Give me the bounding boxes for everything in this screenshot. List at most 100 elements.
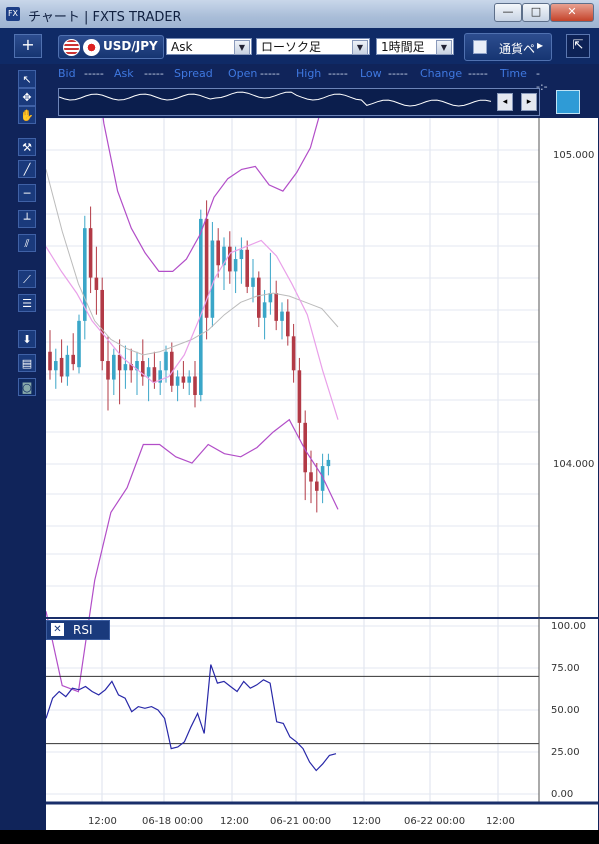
candle-body: [83, 228, 87, 321]
channel-icon[interactable]: ⫽: [18, 234, 36, 252]
candle-body: [228, 246, 232, 272]
rsi-panel-tab[interactable]: ✕ RSI: [46, 620, 110, 640]
checkbox[interactable]: [473, 40, 487, 54]
close-button[interactable]: ✕: [550, 3, 594, 22]
ask-value: -----: [144, 67, 164, 80]
bid-label: Bid: [58, 67, 76, 80]
chart-type-select[interactable]: ローソク足 ▼: [256, 38, 370, 55]
list-icon[interactable]: ▤: [18, 354, 36, 372]
high-label: High: [296, 67, 322, 80]
candle-body: [297, 370, 302, 423]
horizontal-line-icon[interactable]: ─: [18, 184, 36, 202]
pointer-icon[interactable]: ↖: [18, 70, 36, 88]
low-label: Low: [360, 67, 382, 80]
candle-body: [199, 218, 203, 396]
hammer-icon[interactable]: ⚒: [18, 138, 36, 156]
rsi-tick-label: 75.00: [551, 663, 580, 674]
timeframe-select[interactable]: 1時間足 ▼: [376, 38, 454, 55]
window-title: チャート | FXTS TRADER: [28, 10, 182, 25]
time-tick-label: 12:00: [352, 816, 381, 827]
candle-body: [216, 240, 220, 266]
overview-navigator[interactable]: ◂ ▸: [58, 88, 540, 116]
candle-body: [280, 311, 284, 321]
candle-body: [48, 351, 52, 371]
zoom-fit-icon[interactable]: [556, 90, 580, 114]
fibonacci-icon[interactable]: ☰: [18, 294, 36, 312]
candle-body: [245, 249, 249, 287]
candle-body: [262, 302, 267, 318]
download-icon[interactable]: ⬇: [18, 330, 36, 348]
minimize-button[interactable]: —: [494, 3, 522, 22]
system-taskbar: [0, 830, 599, 844]
candle-body: [164, 351, 168, 371]
rsi-tick-label: 25.00: [551, 747, 580, 758]
candle-body: [291, 336, 296, 371]
time-tick-label: 12:00: [88, 816, 117, 827]
maximize-button[interactable]: □: [522, 3, 550, 22]
us-flag-icon: [63, 39, 80, 56]
candle-body: [286, 311, 290, 337]
time-tick-label: 06-18 00:00: [142, 816, 203, 827]
price-tick-label: 104.000: [553, 459, 594, 470]
bollinger-inner-band: [45, 239, 339, 420]
candle-body: [59, 357, 64, 377]
candle-body: [129, 364, 133, 371]
rsi-tick-label: 100.00: [551, 621, 586, 632]
overview-sparkline: [58, 91, 492, 107]
currency-pair-label: USD/JPY: [103, 39, 158, 53]
open-value: -----: [260, 67, 280, 80]
time-tick-label: 12:00: [220, 816, 249, 827]
scroll-right-icon[interactable]: ▸: [521, 93, 537, 111]
chart-toolbar: + USD/JPY Ask ▼ ローソク足 ▼ 1時間足 ▼ 通貨ペ ▸ ⇱: [0, 28, 599, 64]
title-bar: FX チャート | FXTS TRADER — □ ✕: [0, 0, 599, 29]
candle-body: [141, 361, 145, 377]
candle-body: [54, 361, 58, 371]
candle-body: [112, 354, 116, 380]
fan-icon[interactable]: ⟋: [18, 270, 36, 288]
candle-body: [204, 218, 209, 318]
chevron-down-icon: ▼: [352, 40, 368, 55]
currency-pair-button[interactable]: USD/JPY: [58, 35, 164, 59]
detach-icon[interactable]: ⇱: [566, 34, 590, 58]
time-tick-label: 12:00: [486, 816, 515, 827]
jp-flag-icon: [83, 39, 100, 56]
chart-area[interactable]: 105.000 104.000 100.00 75.00 50.00 25.00…: [45, 14, 598, 830]
candle-body: [257, 277, 261, 318]
change-value: -----: [468, 67, 488, 80]
trend-line-icon[interactable]: ╱: [18, 160, 36, 178]
time-tick-label: 06-22 00:00: [404, 816, 465, 827]
change-label: Change: [420, 67, 463, 80]
candle-body: [181, 376, 186, 383]
candle-body: [117, 354, 122, 371]
price-type-value: Ask: [171, 40, 193, 54]
app-icon: FX: [6, 7, 20, 21]
bollinger-upper-band: [89, 14, 339, 272]
drawing-toolbar: ↖ ✥ ✋ ⚒ ╱ ─ ┴ ⫽ ⟋ ☰ ⬇ ▤ ◙: [0, 64, 46, 844]
scroll-left-icon[interactable]: ◂: [497, 93, 513, 111]
crosshair-icon[interactable]: ✥: [18, 88, 36, 106]
candle-body: [158, 370, 162, 383]
moving-average-line: [45, 169, 339, 356]
open-label: Open: [228, 67, 258, 80]
candle-body: [239, 249, 244, 260]
candle-body: [123, 364, 128, 371]
currency-toggle-label: 通貨ペ: [499, 42, 536, 56]
candle-body: [268, 293, 273, 303]
high-value: -----: [328, 67, 348, 80]
rsi-tick-label: 50.00: [551, 705, 580, 716]
candle-body: [175, 376, 180, 386]
price-info-strip: Bid ----- Ask ----- Spread Open ----- Hi…: [46, 64, 548, 106]
rsi-line: [45, 664, 337, 772]
currency-toggle-button[interactable]: 通貨ペ ▸: [464, 33, 552, 61]
chart-svg[interactable]: 105.000 104.000 100.00 75.00 50.00 25.00…: [45, 14, 598, 830]
vertical-line-icon[interactable]: ┴: [18, 210, 36, 228]
add-chart-button[interactable]: +: [14, 34, 42, 58]
time-label: Time: [500, 67, 527, 80]
close-icon[interactable]: ✕: [51, 623, 64, 636]
price-type-select[interactable]: Ask ▼: [166, 38, 252, 55]
camera-icon[interactable]: ◙: [18, 378, 36, 396]
candle-body: [222, 246, 226, 266]
hand-icon[interactable]: ✋: [18, 106, 36, 124]
price-tick-label: 105.000: [553, 150, 594, 161]
candle-body: [309, 472, 313, 482]
